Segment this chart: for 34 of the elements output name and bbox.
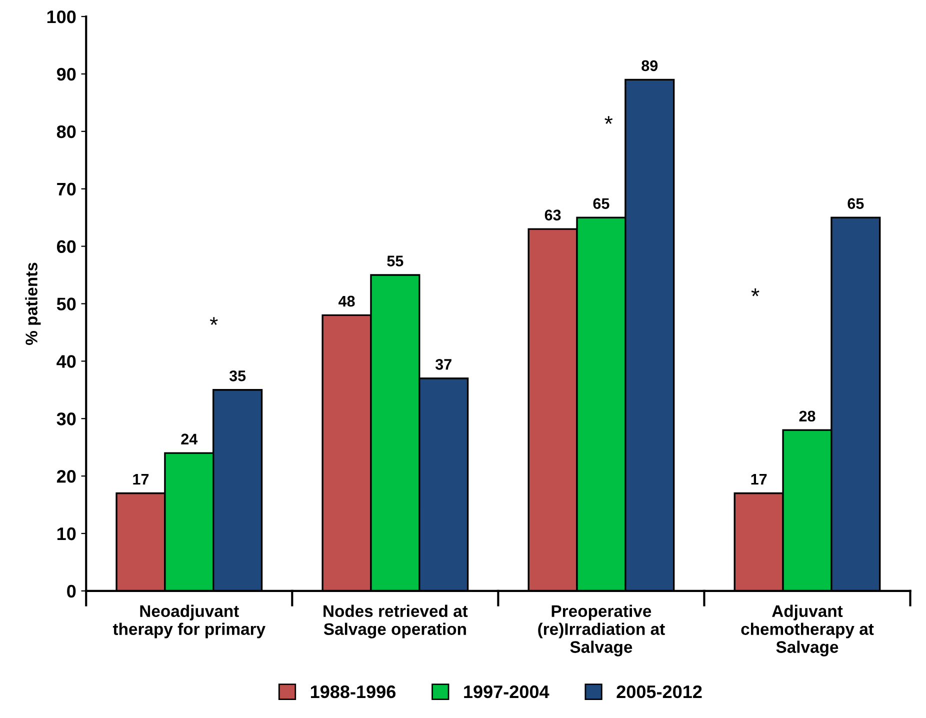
annotation: * [604, 116, 613, 124]
data-label: 89 [642, 60, 658, 72]
y-tick-label: 20 [56, 470, 76, 483]
y-tick-label: 30 [56, 412, 76, 426]
data-label: 37 [435, 358, 452, 370]
data-label: 35 [229, 370, 246, 382]
y-tick-label: 70 [57, 182, 76, 196]
y-tick-label: 50 [56, 298, 76, 310]
x-tick-label: Nodes retrieved at Salvage operation [324, 604, 468, 638]
data-label: 65 [593, 198, 610, 209]
data-label: 24 [181, 434, 198, 444]
data-label: 17 [133, 474, 149, 485]
y-tick-label: 60 [56, 240, 76, 253]
legend-label: 2005-2012 [616, 685, 702, 698]
x-tick-label: Preoperative (re)Irradiation at Salvage [538, 604, 665, 656]
data-label: 55 [387, 256, 404, 266]
annotation: * [751, 288, 760, 296]
y-tick-label: 90 [56, 68, 76, 81]
y-tick-label: 100 [47, 10, 76, 24]
y-tick-label: 10 [57, 527, 76, 540]
data-label: 48 [338, 296, 355, 307]
y-tick-label: 0 [67, 584, 76, 598]
data-label: 28 [799, 410, 816, 422]
y-tick-label: 80 [56, 125, 76, 138]
legend-label: 1997-2004 [464, 685, 550, 698]
y-tick-label: 40 [56, 355, 76, 368]
data-label: 63 [544, 210, 561, 220]
legend-label: 1988-1996 [310, 685, 396, 698]
data-label: 17 [751, 474, 767, 485]
data-label: 65 [848, 198, 864, 209]
y-axis-title: % patients [25, 262, 41, 345]
x-tick-label: Neoadjuvant therapy for primary [112, 604, 266, 638]
x-tick-label: Adjuvant chemotherapy at Salvage [741, 604, 874, 656]
annotation: * [210, 317, 218, 325]
